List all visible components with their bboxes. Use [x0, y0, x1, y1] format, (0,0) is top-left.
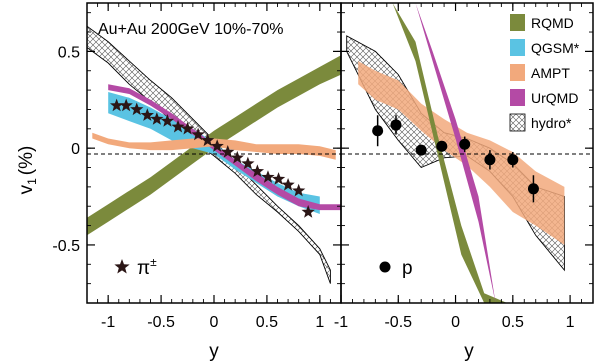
- legend-swatch-hydro: [509, 113, 526, 132]
- y-axis-label-text: v1(%): [16, 146, 39, 195]
- y-tick-label: -0.5: [52, 238, 80, 255]
- left-band-ampt: [92, 132, 336, 160]
- pion-data-point: [150, 112, 164, 125]
- pion-data-point: [130, 102, 144, 116]
- proton-data-point: [372, 125, 384, 137]
- left-x-axis-label: y: [209, 341, 219, 362]
- pion-data-points: [109, 98, 315, 218]
- pion-marker-legend: π±: [114, 255, 157, 279]
- left-band-hydro: [87, 25, 331, 284]
- legend-swatch-ampt: [510, 64, 525, 81]
- legend-swatch-urqmd: [510, 89, 525, 106]
- pion-data-point: [210, 139, 224, 152]
- pion-legend-label: π±: [137, 255, 157, 279]
- pion-data-point: [160, 114, 175, 127]
- right-x-tick-label: 0.5: [502, 314, 524, 331]
- pion-data-point: [230, 150, 244, 164]
- left-panel-title: Au+Au 200GeV 10%-70%: [98, 21, 283, 38]
- right-x-tick-label: 0: [451, 314, 460, 331]
- proton-data-point: [527, 183, 539, 195]
- pion-data-point: [119, 98, 133, 112]
- proton-data-point: [459, 138, 471, 150]
- right-axis-ticks: -1 -0.5 0 0.5 1: [334, 3, 594, 331]
- pion-data-point: [241, 156, 255, 170]
- legend-swatch-rqmd: [510, 14, 525, 31]
- pion-data-point: [200, 133, 215, 147]
- pion-data-point: [292, 183, 306, 197]
- legend-label-hydro: hydro*: [531, 115, 572, 131]
- y-axis-label: v1(%): [16, 146, 39, 195]
- right-x-tick-label: 1: [566, 314, 575, 331]
- pion-legend-star-icon: [114, 259, 130, 274]
- left-x-tick-label: -0.5: [147, 314, 175, 331]
- panel-pion: -1 -0.5 0 0.5 1 -0.5 0 0.5 Au+Au 200GeV 10%-70%…: [52, 2, 342, 362]
- proton-data-point: [390, 119, 402, 131]
- proton-data-point: [507, 154, 519, 166]
- proton-legend-label: p: [402, 258, 413, 279]
- proton-data-points: [372, 115, 539, 203]
- left-axis-ticks: -1 -0.5 0 0.5 1 -0.5 0 0.5: [52, 3, 342, 331]
- right-model-bands: [346, 3, 565, 303]
- y-tick-label: 0.5: [58, 44, 80, 61]
- pion-data-point: [261, 170, 275, 183]
- left-x-tick-label: -1: [101, 314, 115, 331]
- pion-data-point: [281, 177, 295, 191]
- proton-data-point: [484, 154, 496, 166]
- pion-data-point: [171, 119, 185, 133]
- proton-data-point: [436, 140, 448, 152]
- right-x-axis-label: y: [464, 341, 474, 362]
- pion-data-point: [301, 205, 315, 218]
- pion-data-point: [109, 98, 124, 112]
- panel-proton: -1 -0.5 0 0.5 1 p y: [334, 2, 594, 362]
- right-x-tick-label: -0.5: [384, 314, 412, 331]
- left-x-tick-label: 0.5: [256, 314, 278, 331]
- pion-data-point: [191, 127, 205, 141]
- y-tick-label: 0: [71, 141, 80, 158]
- left-x-tick-label: 0: [210, 314, 219, 331]
- left-model-bands: [87, 25, 341, 284]
- pion-data-point: [250, 164, 265, 178]
- proton-legend-dot-icon: [379, 261, 391, 273]
- proton-data-point: [415, 144, 427, 156]
- legend-label-qgsm: QGSM*: [531, 40, 580, 56]
- legend-label-rqmd: RQMD: [531, 15, 574, 31]
- pion-data-point: [221, 145, 235, 158]
- legend-label-urqmd: UrQMD: [531, 90, 578, 106]
- legend-label-ampt: AMPT: [531, 65, 570, 81]
- left-x-tick-label: 1: [315, 314, 324, 331]
- pion-data-point: [140, 108, 154, 121]
- model-legend: RQMD QGSM* AMPT UrQMD hydro*: [509, 14, 580, 132]
- legend-swatch-qgsm: [510, 39, 525, 56]
- pion-data-point: [271, 172, 286, 185]
- right-band-rqmd: [392, 3, 508, 303]
- right-x-tick-label: -1: [334, 314, 348, 331]
- pion-data-point: [180, 121, 195, 135]
- proton-marker-legend: p: [379, 258, 413, 279]
